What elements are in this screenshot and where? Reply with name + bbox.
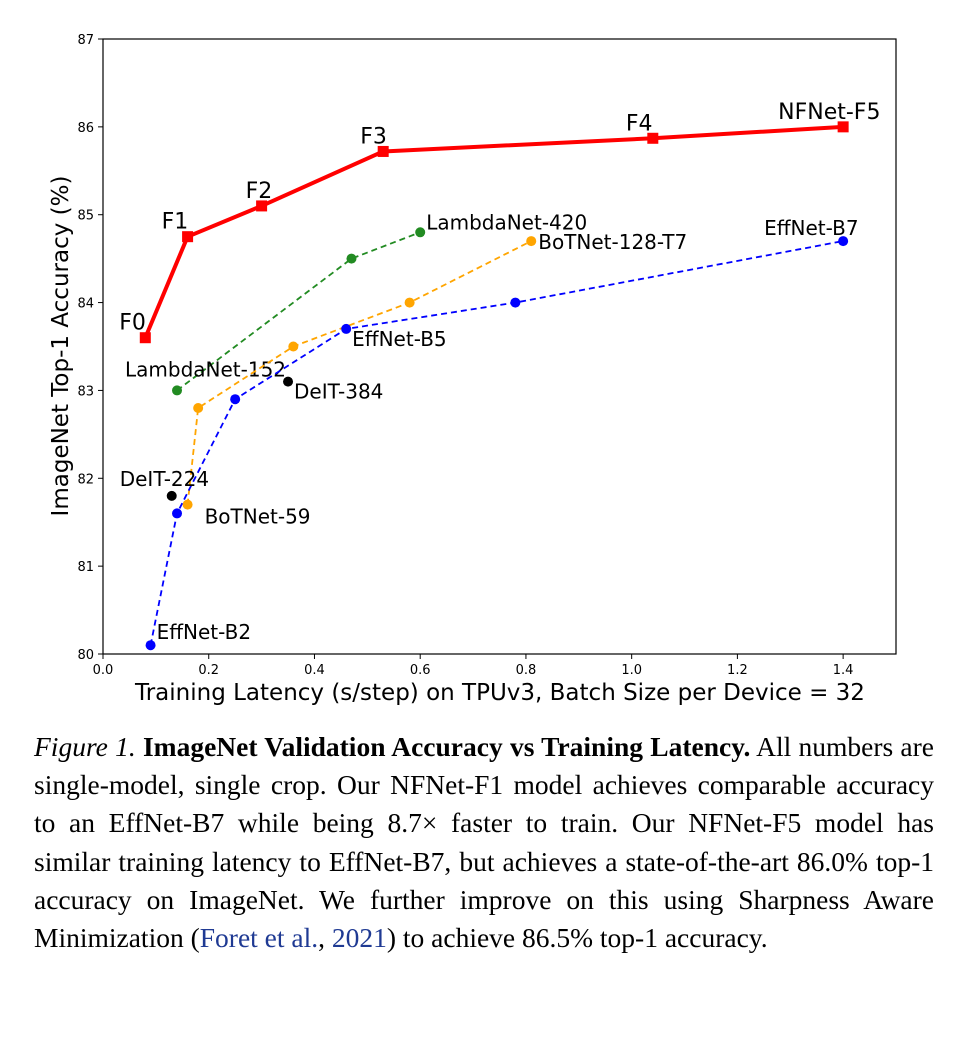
- caption-body: All numbers are single-model, single cro…: [34, 731, 935, 954]
- series-0-label-0: F0: [119, 311, 146, 336]
- series-0-point-0: [139, 332, 151, 344]
- y-tick-label-4: 84: [77, 297, 94, 312]
- series-3-point-0: [145, 640, 156, 651]
- x-tick-label-2: 0.4: [304, 663, 325, 678]
- series-2-point-0: [182, 499, 193, 510]
- chart: F0 F1 F2 F3 F4 NFNet-F5 LambdaNet-152 LambdaNet…: [48, 33, 897, 706]
- x-tick-label-0: 0.0: [93, 663, 114, 678]
- series-0-label-1: F1: [162, 210, 189, 235]
- series-4-label-1: DeIT-384: [294, 380, 383, 404]
- series-0-label-4: F4: [626, 111, 653, 136]
- series-2-point-4: [526, 236, 537, 247]
- series-4-point-0: [166, 490, 177, 501]
- series-2-label-0: BoTNet-59: [205, 505, 311, 529]
- series-1-label-0: LambdaNet-152: [125, 357, 286, 381]
- series-0-point-2: [256, 200, 268, 212]
- series-2-point-3: [404, 297, 415, 308]
- series-3-point-5: [838, 236, 849, 247]
- figure-number: Figure 1.: [34, 731, 136, 762]
- x-tick-label-5: 1.0: [621, 663, 642, 678]
- series-3-point-2: [230, 394, 241, 405]
- citation-author-link[interactable]: Foret et al.: [199, 922, 319, 954]
- y-tick-label-0: 80: [77, 648, 94, 663]
- tick-layer: 0.0 0.2 0.4 0.6 0.8 1.0 1.2 1.4 80 81 82 83 84 85 86 87: [77, 33, 853, 678]
- x-tick-label-3: 0.6: [410, 663, 431, 678]
- series-3-line: [149, 240, 844, 646]
- x-tick-label-7: 1.4: [833, 663, 854, 678]
- series-3-label-5: EffNet-B7: [764, 216, 858, 240]
- series-0-label-2: F2: [246, 179, 273, 204]
- citation-separator: ,: [318, 922, 332, 954]
- series-0-label-3: F3: [360, 124, 387, 149]
- series-4-label-0: DeIT-224: [120, 467, 209, 491]
- series-4-point-1: [283, 376, 294, 387]
- y-tick-label-7: 87: [77, 33, 94, 48]
- x-tick-label-6: 1.2: [727, 663, 748, 678]
- series-1-point-2: [415, 227, 426, 238]
- y-tick-label-6: 86: [77, 121, 94, 136]
- caption-paragraph: Figure 1. ImageNet Validation Accuracy v…: [34, 728, 934, 957]
- series-2-point-1: [193, 403, 204, 413]
- y-tick-label-2: 82: [77, 472, 94, 487]
- series-0-label-5: NFNet-F5: [778, 100, 880, 125]
- figure-caption: Figure 1. ImageNet Validation Accuracy v…: [34, 728, 934, 957]
- caption-body-end: ) to achieve 86.5% top-1 accuracy.: [386, 922, 768, 954]
- series-1-line: [176, 231, 421, 392]
- series-3-label-3: EffNet-B5: [352, 327, 446, 351]
- figure-title: ImageNet Validation Accuracy vs Training…: [142, 731, 751, 762]
- x-tick-label-4: 0.8: [516, 663, 537, 678]
- series-0-point-1: [182, 231, 194, 243]
- series-3-point-3: [341, 323, 352, 334]
- series-1-point-1: [346, 253, 357, 264]
- series-2-label-4: BoTNet-128-T7: [538, 230, 687, 254]
- series-3-label-0: EffNet-B2: [157, 620, 251, 644]
- series-0-point-3: [377, 145, 389, 157]
- series-0-line: [143, 124, 844, 339]
- citation-year-link[interactable]: 2021: [331, 922, 387, 954]
- x-tick-label-1: 0.2: [198, 663, 219, 678]
- series-3-point-4: [510, 297, 521, 308]
- series-1-label-2: LambdaNet-420: [426, 210, 587, 234]
- y-tick-label-5: 85: [77, 209, 94, 224]
- series-3-point-1: [172, 508, 183, 519]
- plot-layer: F0 F1 F2 F3 F4 NFNet-F5 LambdaNet-152 LambdaNet…: [119, 100, 880, 651]
- series-1-point-0: [172, 385, 183, 396]
- x-axis-label: Training Latency (s/step) on TPUv3, Batc…: [134, 680, 865, 706]
- y-axis-label: ImageNet Top-1 Accuracy (%): [48, 176, 74, 517]
- y-tick-label-3: 83: [77, 384, 94, 399]
- plot-frame: [102, 38, 897, 655]
- series-0-point-4: [647, 132, 659, 144]
- y-tick-label-1: 81: [77, 560, 94, 575]
- series-2-point-2: [288, 341, 299, 352]
- series-0-point-5: [837, 121, 849, 133]
